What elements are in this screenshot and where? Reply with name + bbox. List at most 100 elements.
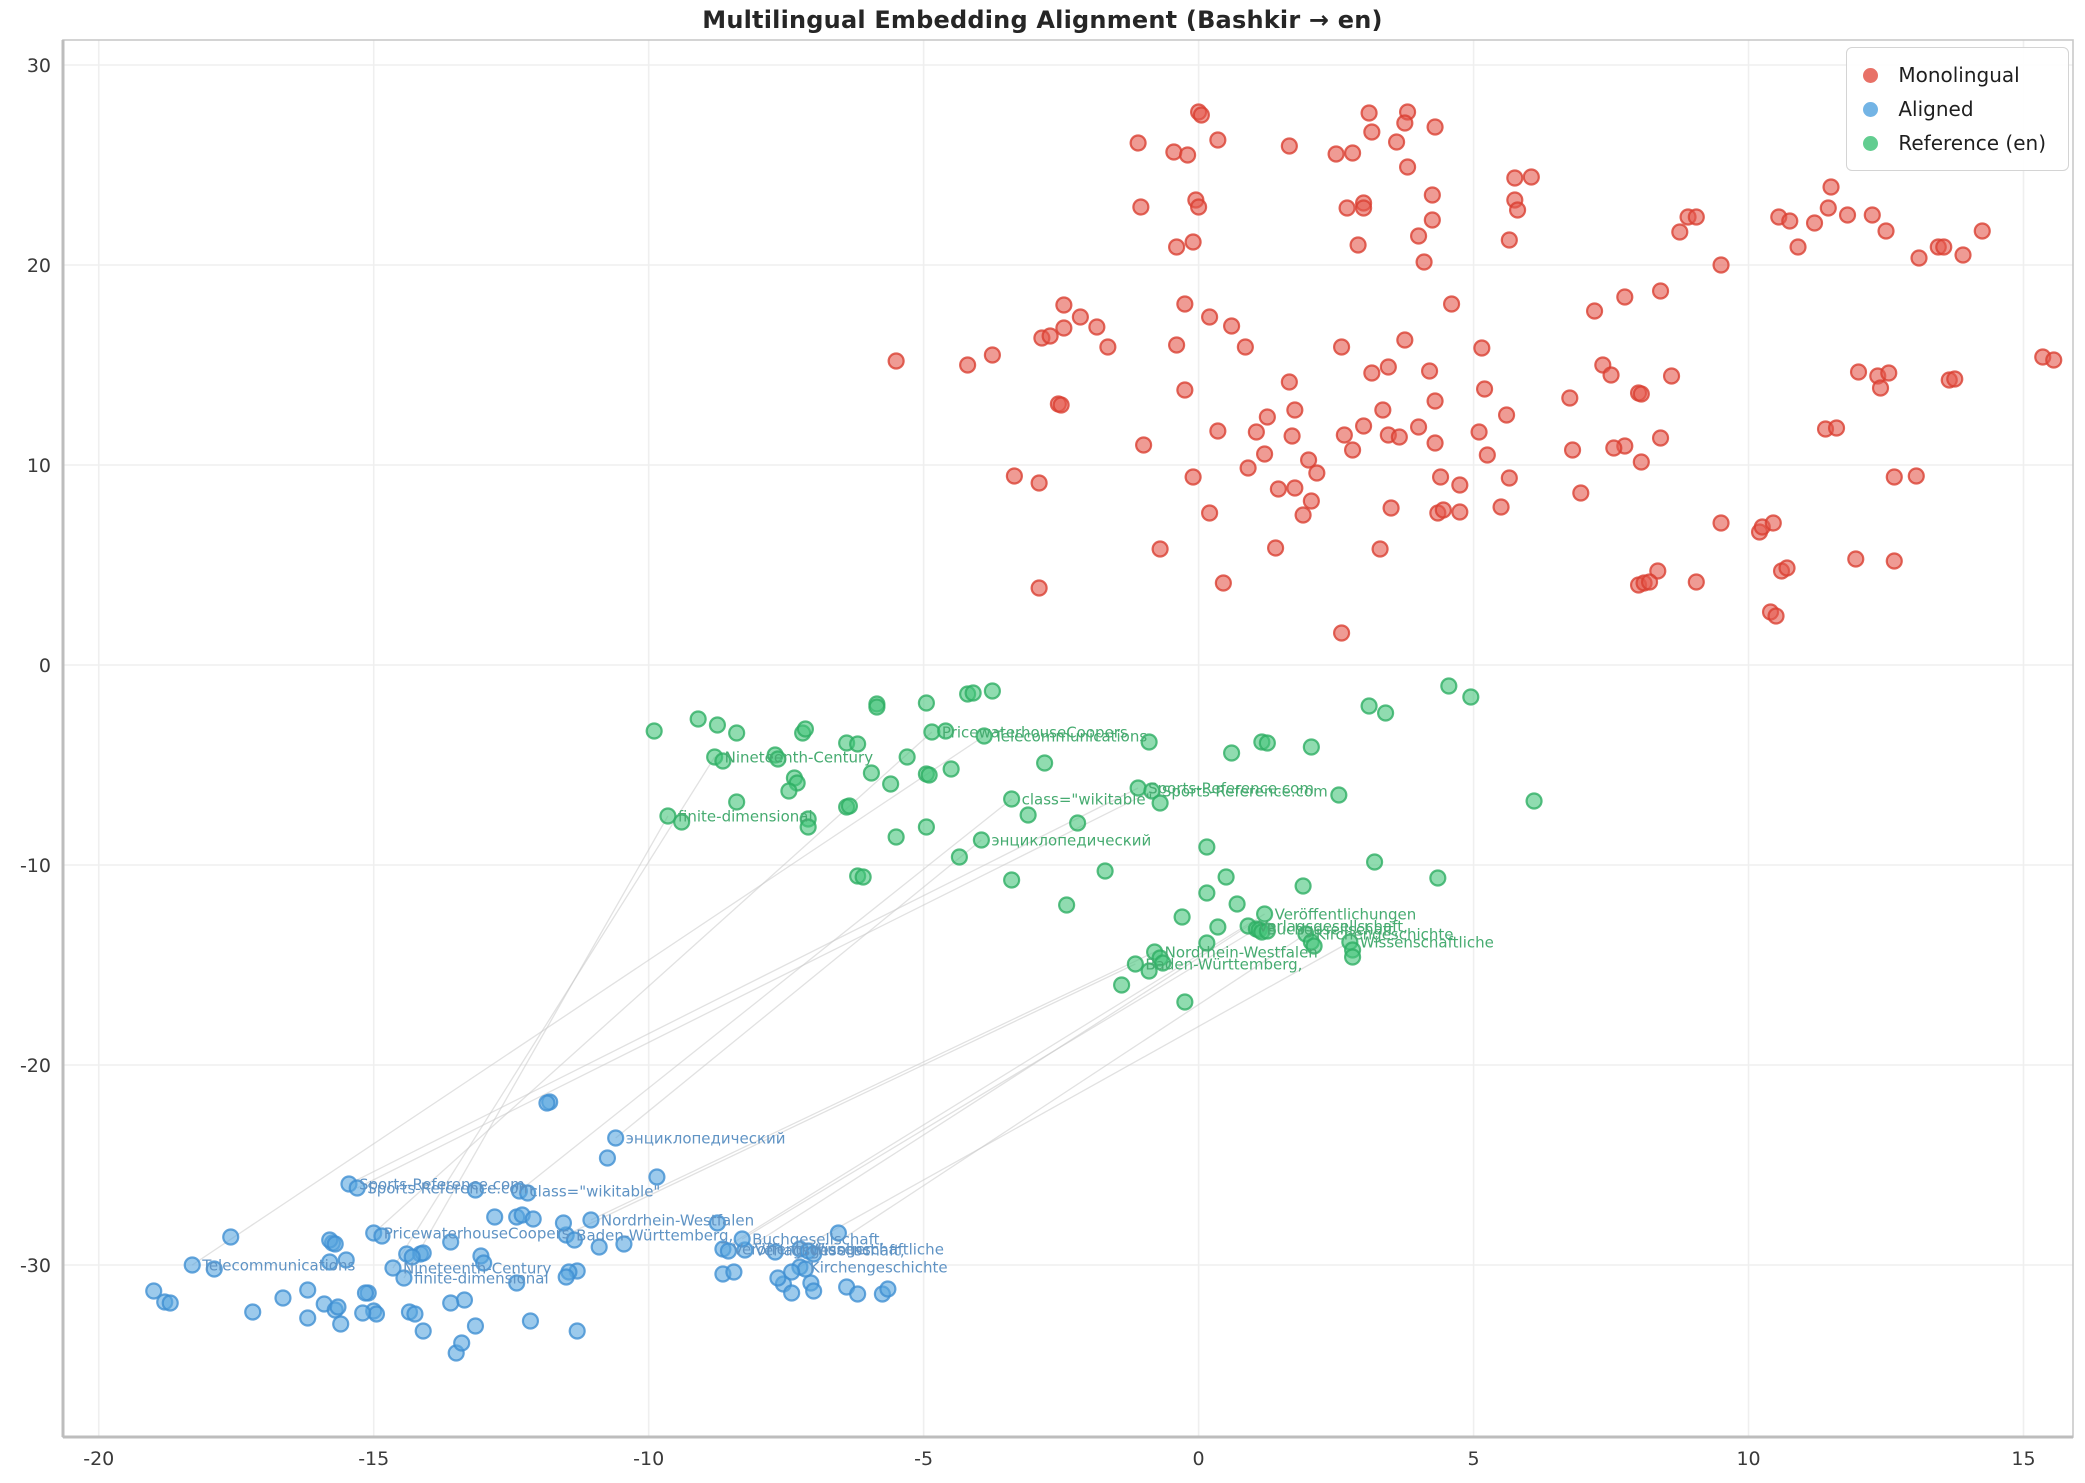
aligned-annotation: Nordrhein-Westfalen	[601, 1212, 754, 1230]
monolingual-point	[1522, 168, 1540, 186]
monolingual-point	[1354, 417, 1373, 435]
monolingual-point	[1332, 338, 1351, 356]
legend-label: Aligned	[1898, 97, 1974, 121]
aligned-point	[337, 1251, 355, 1269]
monolingual-point	[1877, 222, 1895, 240]
reference-point	[673, 813, 691, 831]
alignment-line	[392, 756, 716, 1269]
monolingual-point	[1871, 379, 1890, 397]
reference-point	[799, 818, 817, 836]
aligned-point	[521, 1312, 540, 1330]
reference-point	[1258, 922, 1276, 940]
monolingual-point	[1266, 539, 1285, 557]
monolingual-point	[1176, 295, 1194, 313]
y-tick-label: 10	[27, 455, 51, 477]
monolingual-point	[1338, 199, 1356, 217]
reference-point	[708, 716, 727, 734]
monolingual-point	[1497, 406, 1516, 424]
monolingual-point	[1426, 392, 1444, 410]
reference-point	[1096, 862, 1114, 880]
reference-point	[1343, 948, 1362, 966]
x-tick-label: 15	[2011, 1448, 2035, 1470]
monolingual-point	[1201, 308, 1219, 326]
monolingual-point	[1847, 550, 1865, 568]
aligned-point	[607, 1129, 625, 1147]
alignment-line	[348, 787, 1139, 1185]
alignment-line	[519, 798, 1013, 1192]
reference-annotation: Baden-Württemberg,	[1145, 956, 1302, 974]
reference-point	[728, 724, 746, 742]
monolingual-point	[1781, 212, 1799, 230]
aligned-annotation: Nineteenth-Century	[403, 1260, 552, 1278]
monolingual-point	[1508, 201, 1527, 219]
reference-point	[1209, 918, 1227, 936]
monolingual-point	[1286, 401, 1304, 419]
monolingual-point	[1308, 464, 1326, 482]
monolingual-point	[1041, 327, 1059, 345]
legend-item-monolingual[interactable]: Monolingual	[1863, 58, 2046, 92]
monolingual-point	[887, 352, 905, 370]
aligned-annotation: Buchgesellschaft,	[752, 1231, 884, 1249]
monolingual-point	[1332, 624, 1351, 642]
reference-point	[1376, 704, 1395, 722]
monolingual-point	[1280, 137, 1298, 155]
x-tick-label: -10	[633, 1448, 664, 1470]
reference-point	[882, 775, 900, 793]
aligned-annotation: Verlagsgesellschaft,	[755, 1242, 905, 1260]
reference-point	[898, 748, 916, 766]
aligned-marker-icon	[1863, 101, 1879, 117]
monolingual-point	[1294, 506, 1312, 524]
reference-point	[645, 722, 663, 740]
monolingual-point	[1283, 427, 1301, 445]
aligned-annotation: PricewaterhouseCoopers	[384, 1225, 570, 1243]
monolingual-point	[1052, 396, 1070, 414]
monolingual-point	[1363, 123, 1381, 141]
monolingual-point	[1415, 253, 1433, 271]
reference-point	[862, 764, 880, 782]
reference-point	[1198, 884, 1216, 902]
monolingual-point	[1880, 364, 1898, 382]
x-tick-label: 10	[1736, 1448, 1760, 1470]
reference-point	[1525, 792, 1543, 810]
reference-point	[920, 766, 938, 784]
aligned-point	[568, 1322, 586, 1340]
aligned-point	[733, 1230, 751, 1248]
monolingual-point	[1651, 282, 1670, 300]
monolingual-point	[1712, 256, 1730, 274]
monolingual-point	[1005, 467, 1023, 485]
reference-point	[689, 710, 707, 728]
monolingual-point	[1907, 467, 1925, 485]
aligned-point	[274, 1289, 292, 1307]
monolingual-point	[1827, 419, 1846, 437]
alignment-line	[356, 790, 1153, 1189]
monolingual-point	[1805, 214, 1824, 232]
aligned-annotation: Veröffentlichungen	[733, 1241, 875, 1259]
monolingual-point	[1382, 499, 1400, 517]
reference-point	[1294, 877, 1312, 895]
monolingual-point	[1561, 389, 1579, 407]
reference-point	[937, 722, 955, 740]
reference-annotation: Nordrhein-Westfalen	[1165, 944, 1318, 962]
aligned-annotation: Kirchengeschichte	[810, 1259, 948, 1277]
chart-title: Multilingual Embedding Alignment (Bashki…	[702, 6, 1383, 34]
monolingual-point	[1055, 296, 1073, 314]
reference-annotation: Sports-Reference.com	[1162, 783, 1328, 801]
reference-point	[1258, 734, 1276, 752]
aligned-point	[598, 1149, 617, 1167]
reference-annotation: PricewaterhouseCoopers	[942, 724, 1128, 742]
monolingual-point	[1572, 484, 1590, 502]
legend-item-reference[interactable]: Reference (en)	[1863, 126, 2046, 160]
reference-point	[964, 684, 982, 702]
reference-point	[1365, 853, 1384, 871]
reference-annotation: Telecommunications	[993, 728, 1147, 746]
legend: Monolingual Aligned Reference (en)	[1846, 47, 2069, 171]
legend-item-aligned[interactable]: Aligned	[1863, 92, 2046, 126]
monolingual-point	[1478, 446, 1496, 464]
monolingual-point	[983, 346, 1001, 364]
legend-label: Reference (en)	[1898, 131, 2046, 155]
monolingual-point	[959, 356, 977, 374]
aligned-point	[384, 1259, 402, 1277]
monolingual-point	[1214, 574, 1232, 592]
